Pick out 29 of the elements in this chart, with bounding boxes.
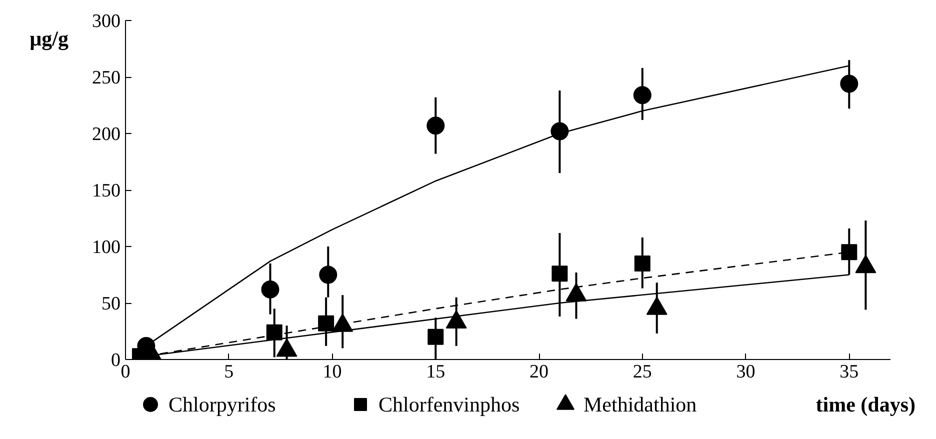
x-tick-label: 35 xyxy=(840,362,859,382)
y-tick-label: 100 xyxy=(92,237,120,258)
point xyxy=(841,244,858,260)
y-axis-title: µg/g xyxy=(30,26,69,50)
y-tick-label: 250 xyxy=(92,68,120,88)
point xyxy=(633,86,652,104)
y-tick-label: 50 xyxy=(102,294,120,314)
x-tick-label: 15 xyxy=(426,362,446,382)
legend-label: Chlorfenvinphos xyxy=(378,392,520,416)
legend-label: Methidathion xyxy=(584,392,698,416)
point xyxy=(428,328,444,345)
x-tick-label: 30 xyxy=(736,362,756,382)
x-axis-title: time (days) xyxy=(816,392,916,416)
x-tick-label: 20 xyxy=(530,362,549,382)
y-tick-label: 300 xyxy=(92,11,120,32)
x-tick-label: 5 xyxy=(224,362,234,382)
x-tick-label: 25 xyxy=(632,362,652,382)
x-tick-label: 10 xyxy=(322,362,342,382)
point xyxy=(634,255,650,272)
point xyxy=(426,116,445,135)
y-tick-label: 200 xyxy=(92,124,120,145)
legend-label: Chlorpyrifos xyxy=(168,392,276,416)
point xyxy=(318,315,334,332)
y-tick-label: 150 xyxy=(92,180,120,202)
point xyxy=(319,266,338,284)
point xyxy=(261,280,280,298)
point xyxy=(550,122,569,140)
point xyxy=(552,266,568,282)
point xyxy=(840,74,858,93)
